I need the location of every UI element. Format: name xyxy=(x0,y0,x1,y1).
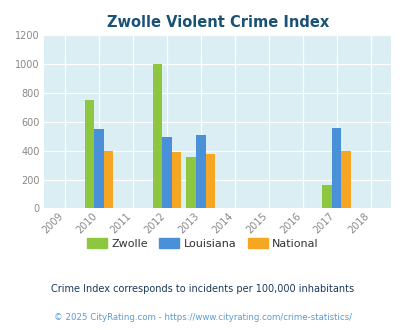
Bar xyxy=(152,64,162,209)
Bar xyxy=(341,151,350,209)
Bar xyxy=(162,137,171,209)
Bar xyxy=(205,154,215,209)
Bar xyxy=(196,135,205,209)
Legend: Zwolle, Louisiana, National: Zwolle, Louisiana, National xyxy=(83,234,322,253)
Bar xyxy=(186,157,196,209)
Text: Crime Index corresponds to incidents per 100,000 inhabitants: Crime Index corresponds to incidents per… xyxy=(51,284,354,294)
Bar xyxy=(171,152,181,209)
Bar xyxy=(94,129,103,209)
Text: © 2025 CityRating.com - https://www.cityrating.com/crime-statistics/: © 2025 CityRating.com - https://www.city… xyxy=(54,313,351,322)
Bar xyxy=(331,128,341,209)
Bar xyxy=(322,185,331,209)
Bar xyxy=(103,151,113,209)
Bar xyxy=(84,100,94,209)
Title: Zwolle Violent Crime Index: Zwolle Violent Crime Index xyxy=(107,15,328,30)
